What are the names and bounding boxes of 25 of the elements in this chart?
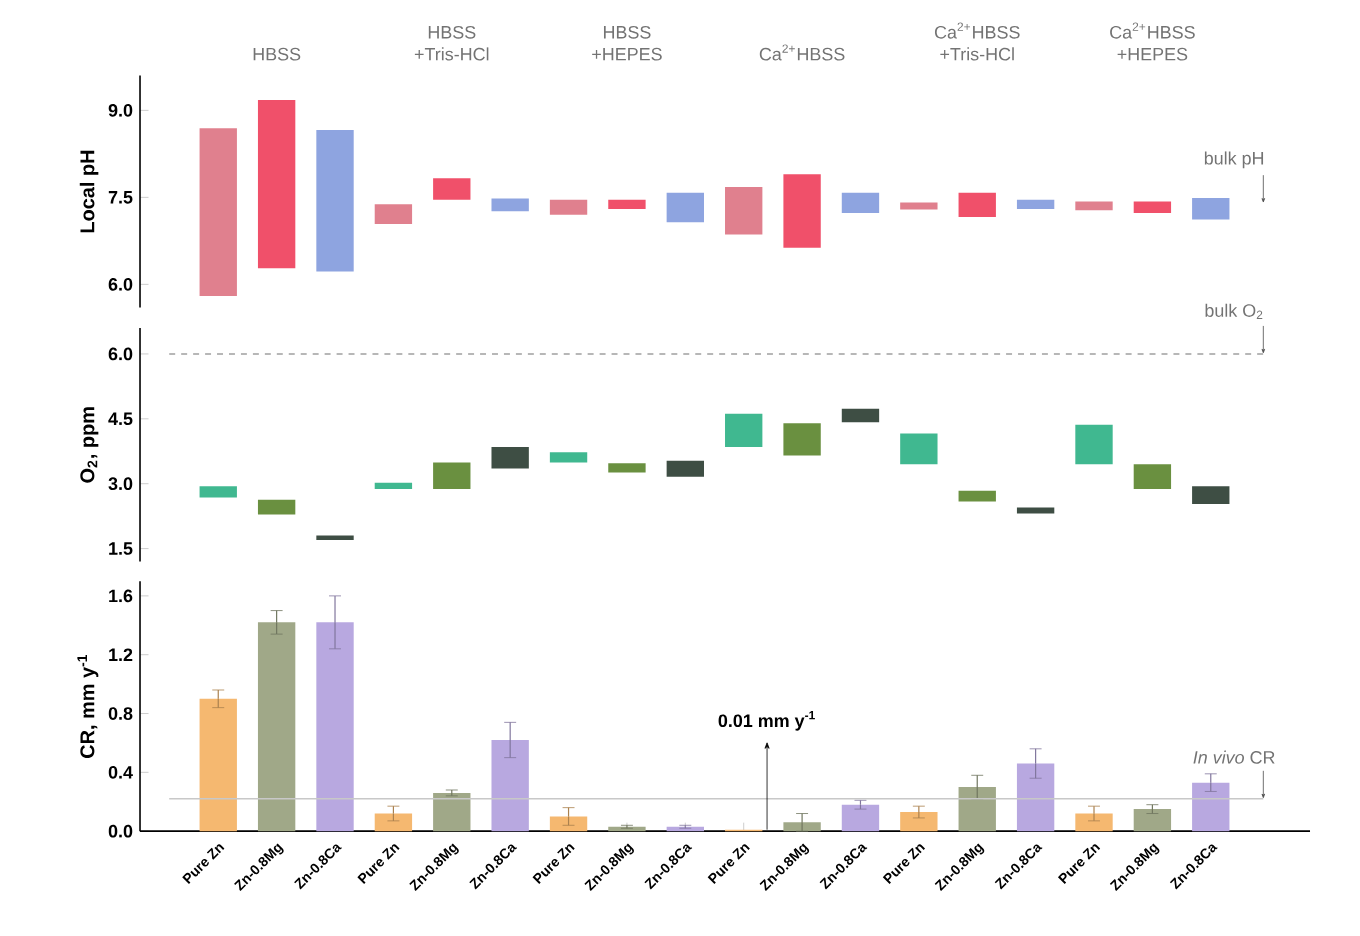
- y-tick-label: 3.0: [108, 477, 133, 491]
- ref-line-label: bulk O$_{2}$: [1205, 303, 1263, 319]
- text: Ca$^{2+}$HBSS +HEPES: [1110, 22, 1195, 61]
- y-axis-title: O$_{2}$, ppm: [80, 407, 99, 483]
- y-tick-label: 7.5: [108, 191, 133, 204]
- y-tick-label: 0.4: [108, 765, 133, 779]
- y-tick-label: 9.0: [108, 104, 133, 117]
- y-axis-title: Local pH: [79, 150, 99, 233]
- y-tick-label: 6.0: [108, 347, 133, 361]
- y-tick-label: 0.0: [108, 824, 133, 838]
- ref-line-label: In vivo CR: [1193, 750, 1275, 764]
- y-axis-title: CR, mm y$^{-1}$: [77, 654, 99, 759]
- y-tick-label: 1.5: [109, 542, 133, 555]
- y-tick-label: 4.5: [108, 412, 133, 426]
- text: HBSS +HEPES: [592, 25, 662, 61]
- text: HBSS +Tris-HCl: [414, 25, 489, 61]
- text: HBSS: [253, 47, 301, 61]
- y-tick-label: 6.0: [108, 278, 133, 291]
- annotation: bulk pH: [1204, 151, 1264, 169]
- annotation: 0.01 mm y$^{-1}$: [718, 711, 815, 731]
- y-tick-label: 1.2: [109, 648, 133, 661]
- text: Ca$^{2+}$HBSS: [759, 44, 845, 61]
- y-tick-label: 1.6: [109, 589, 133, 603]
- text: Ca$^{2+}$HBSS +Tris-HCl: [934, 22, 1020, 61]
- y-tick-label: 0.8: [108, 707, 133, 720]
